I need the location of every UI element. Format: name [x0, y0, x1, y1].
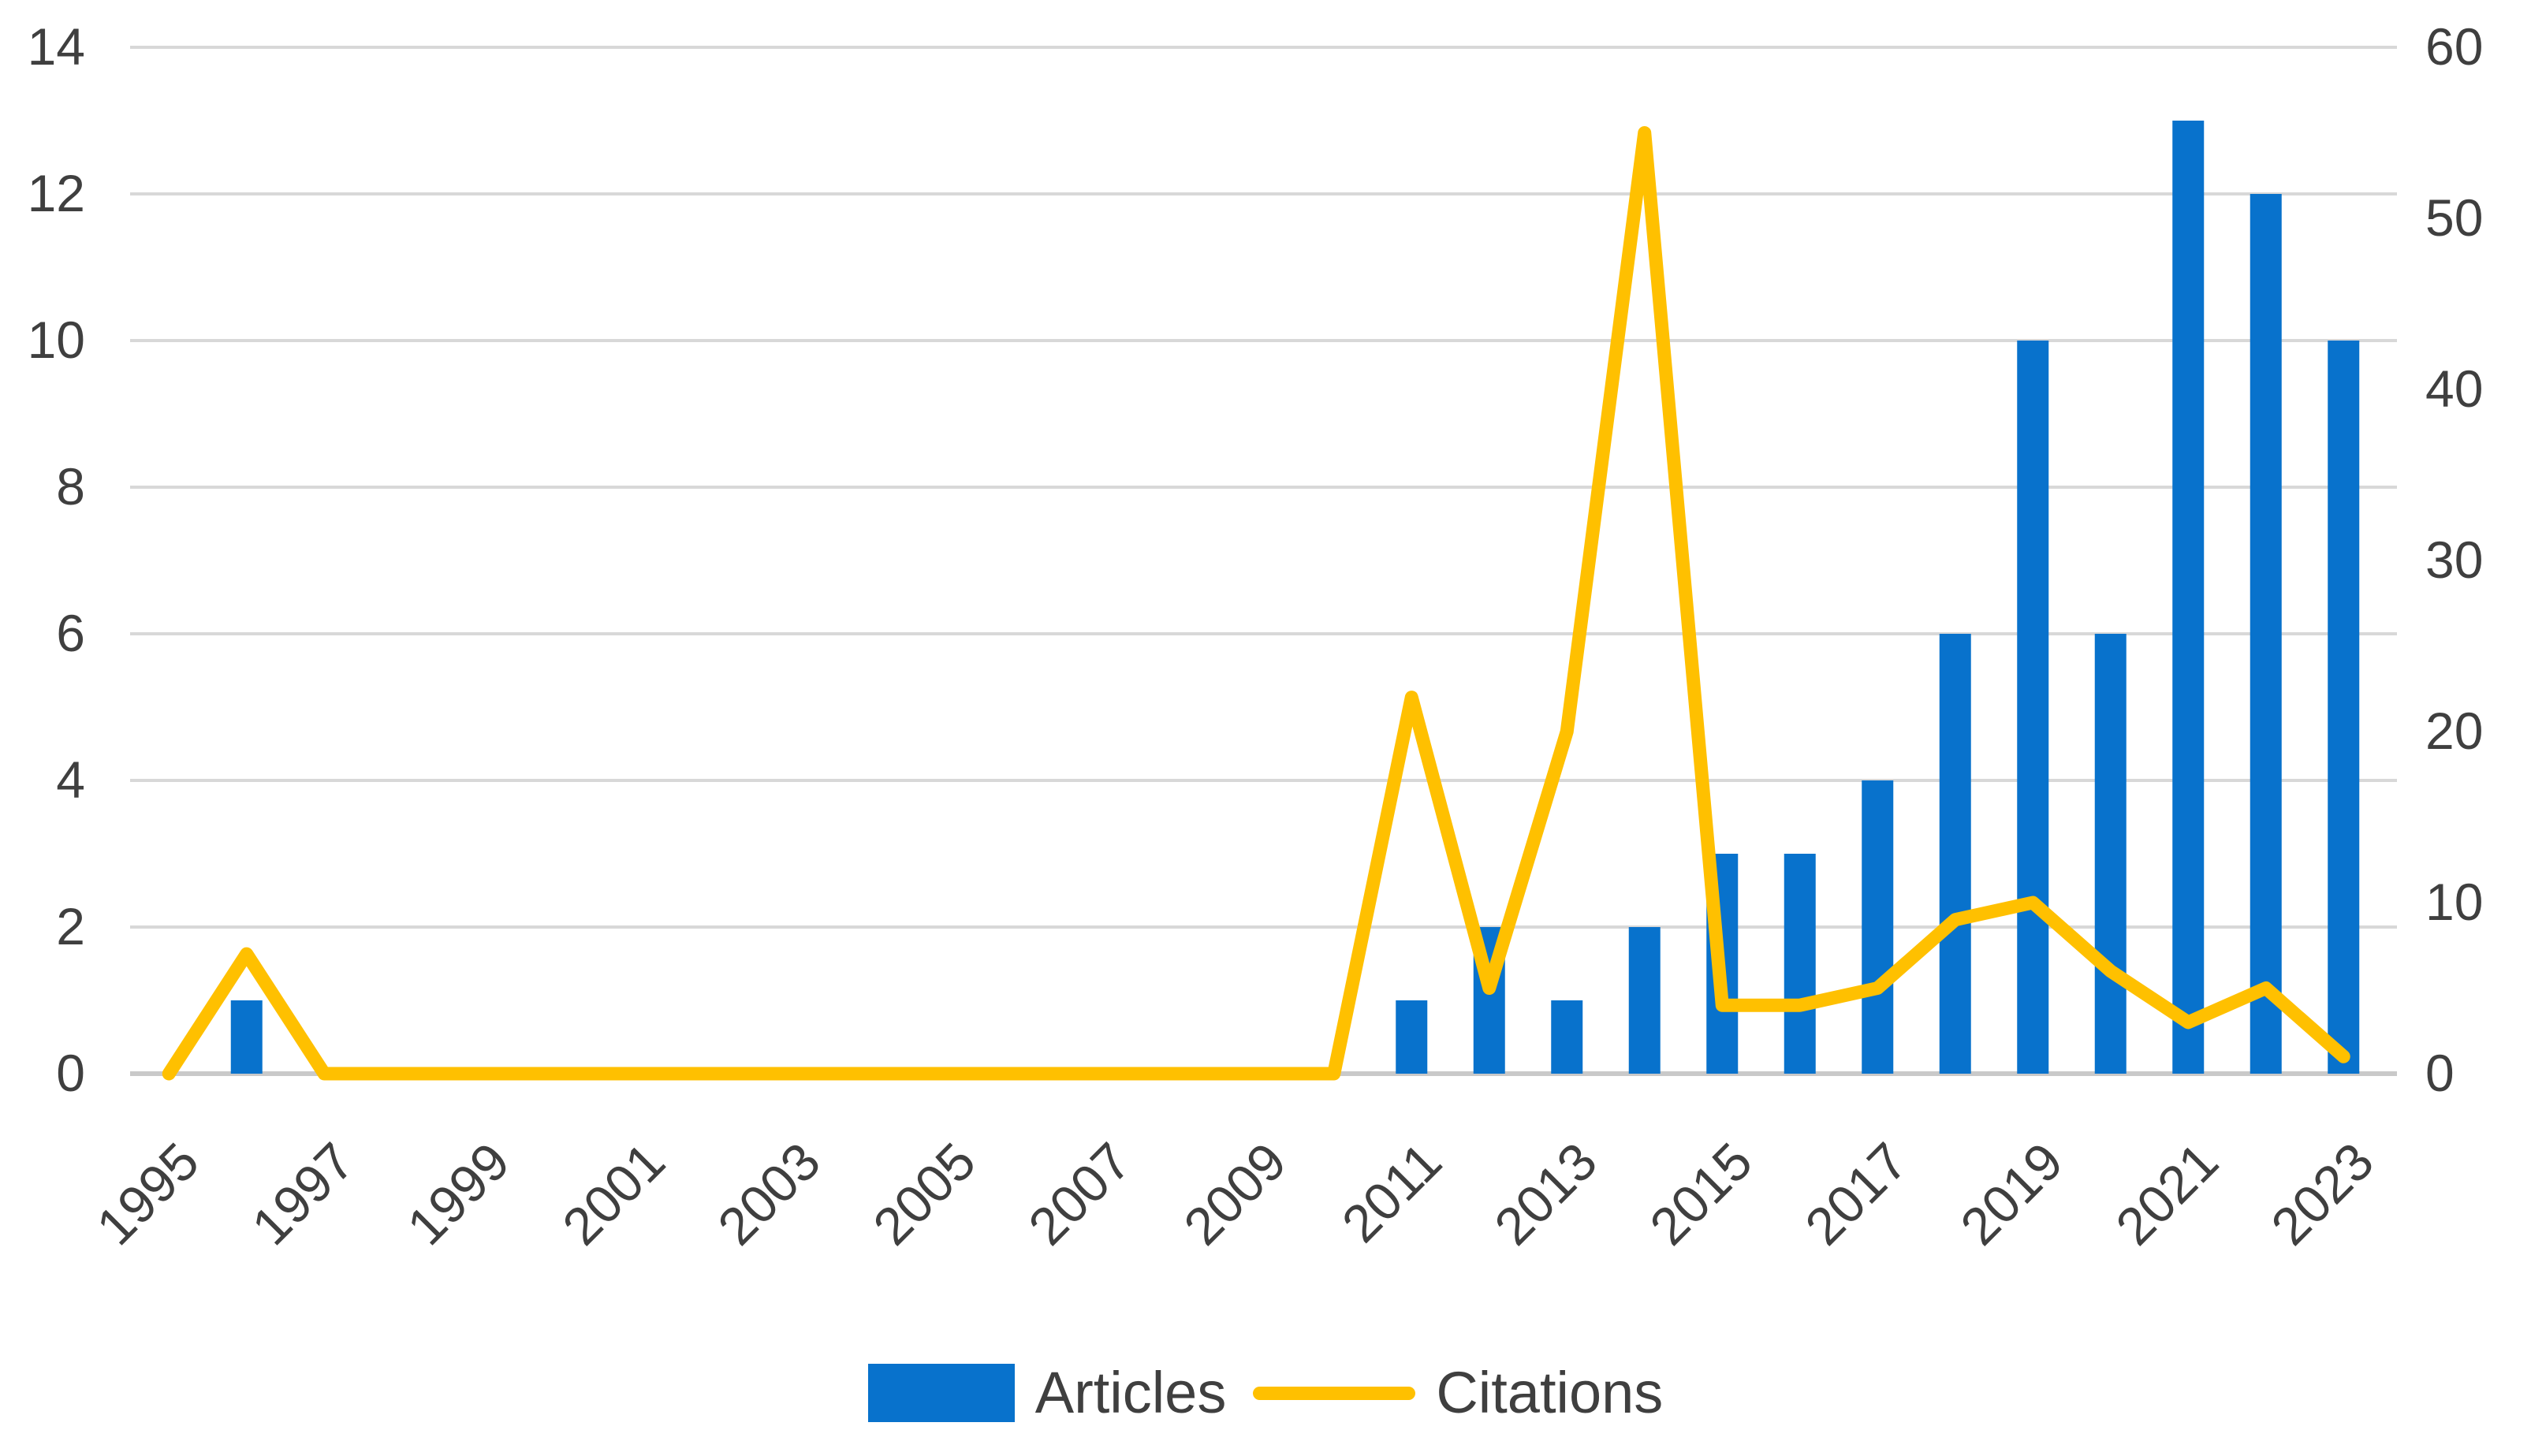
bar-articles-2011	[1396, 1000, 1428, 1074]
bar-articles-2013	[1551, 1000, 1583, 1074]
bar-articles-1996	[230, 1000, 263, 1074]
x-axis-tick-label: 2019	[1949, 1132, 2074, 1257]
y-axis-right-tick-label: 60	[2425, 17, 2483, 76]
y-axis-right-tick-label: 30	[2425, 531, 2483, 589]
bar-articles-2020	[2094, 634, 2127, 1074]
x-axis-tick-label: 2021	[2104, 1132, 2229, 1257]
x-axis-tick-label: 1997	[240, 1132, 365, 1257]
legend-item-articles: Articles	[867, 1360, 1227, 1425]
x-axis-tick-label: 2023	[2260, 1132, 2384, 1257]
bar-articles-2016	[1784, 854, 1816, 1074]
legend-item-citations: Citations	[1253, 1364, 1663, 1422]
bar-articles-2014	[1628, 927, 1661, 1074]
x-axis-tick-label: 2011	[1331, 1132, 1453, 1254]
bar-articles-2018	[1939, 634, 1971, 1074]
x-axis-tick-label: 2005	[862, 1132, 986, 1257]
y-axis-right-tick-label: 0	[2425, 1044, 2455, 1102]
y-axis-right-tick-label: 20	[2425, 702, 2483, 760]
chart-legend: Articles Citations	[0, 1350, 2531, 1436]
y-axis-left-tick-label: 8	[56, 457, 85, 516]
y-axis-right-tick-label: 40	[2425, 359, 2483, 418]
y-axis-left-tick-label: 0	[56, 1044, 85, 1102]
bar-articles-2017	[1862, 780, 1894, 1074]
bar-articles-2023	[2328, 341, 2360, 1074]
x-axis-tick-label: 2007	[1017, 1132, 1142, 1257]
y-axis-left-tick-label: 2	[56, 897, 85, 955]
bar-articles-2019	[2017, 341, 2049, 1074]
y-axis-left-tick-label: 10	[28, 311, 85, 369]
x-axis-tick-label: 2003	[706, 1132, 831, 1257]
x-axis-tick-label: 1999	[396, 1132, 520, 1257]
citations-line	[162, 126, 2350, 1081]
x-axis-tick-label: 2017	[1794, 1132, 1918, 1257]
y-axis-left-tick-label: 4	[56, 750, 85, 809]
x-axis-tick-label: 2001	[551, 1132, 676, 1257]
y-axis-right-tick-label: 10	[2425, 873, 2483, 931]
x-axis-tick-label: 2009	[1172, 1132, 1297, 1257]
y-axis-left-tick-label: 12	[28, 164, 85, 222]
y-axis-left-tick-label: 6	[56, 604, 85, 662]
legend-label-citations: Citations	[1436, 1360, 1664, 1425]
x-axis-tick-label: 2013	[1483, 1132, 1608, 1257]
y-axis-right-tick-label: 50	[2425, 188, 2483, 247]
bar-articles-2021	[2172, 121, 2205, 1074]
bar-articles-2022	[2250, 194, 2282, 1074]
x-axis-tick-label: 2015	[1638, 1132, 1763, 1257]
articles-swatch-icon	[867, 1364, 1015, 1422]
y-axis-left-tick-label: 14	[28, 17, 85, 76]
x-axis-tick-label: 1995	[85, 1132, 210, 1257]
legend-label-articles: Articles	[1034, 1360, 1227, 1425]
citations-swatch-icon	[1253, 1386, 1416, 1400]
